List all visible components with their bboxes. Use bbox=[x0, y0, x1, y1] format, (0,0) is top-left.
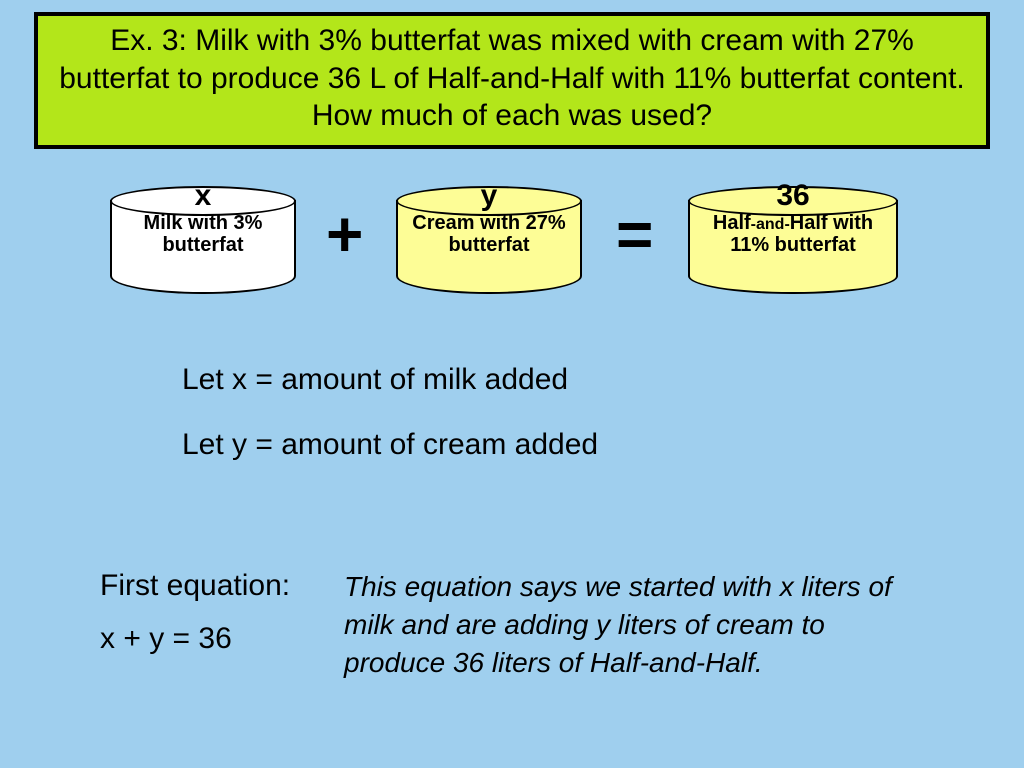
cylinder-result-label: Half-and-Half with 11% butterfat bbox=[688, 212, 898, 256]
problem-statement-box: Ex. 3: Milk with 3% butterfat was mixed … bbox=[34, 12, 990, 149]
definition-x: Let x = amount of milk added bbox=[182, 360, 598, 399]
equation-expression: x + y = 36 bbox=[100, 622, 320, 656]
cylinder-cream-variable: y bbox=[396, 181, 582, 211]
plus-operator: + bbox=[326, 202, 363, 266]
cylinder-cream: y Cream with 27% butterfat bbox=[396, 186, 582, 298]
mixture-diagram: x Milk with 3% butterfat + y Cream with … bbox=[0, 176, 1024, 326]
cylinder-result: 36 Half-and-Half with 11% butterfat bbox=[688, 186, 898, 298]
equation-label: First equation: bbox=[100, 568, 320, 604]
equation-column: First equation: x + y = 36 bbox=[100, 568, 320, 681]
cylinder-result-variable: 36 bbox=[688, 181, 898, 211]
cylinder-milk-variable: x bbox=[110, 181, 296, 211]
variable-definitions: Let x = amount of milk added Let y = amo… bbox=[182, 360, 598, 490]
cylinder-milk-label: Milk with 3% butterfat bbox=[110, 212, 296, 256]
equals-operator: = bbox=[616, 202, 653, 266]
equation-explanation: This equation says we started with x lit… bbox=[344, 568, 930, 681]
equation-section: First equation: x + y = 36 This equation… bbox=[100, 568, 930, 681]
definition-y: Let y = amount of cream added bbox=[182, 425, 598, 464]
cylinder-cream-label: Cream with 27% butterfat bbox=[396, 212, 582, 256]
problem-text: Ex. 3: Milk with 3% butterfat was mixed … bbox=[59, 24, 965, 132]
cylinder-milk: x Milk with 3% butterfat bbox=[110, 186, 296, 298]
